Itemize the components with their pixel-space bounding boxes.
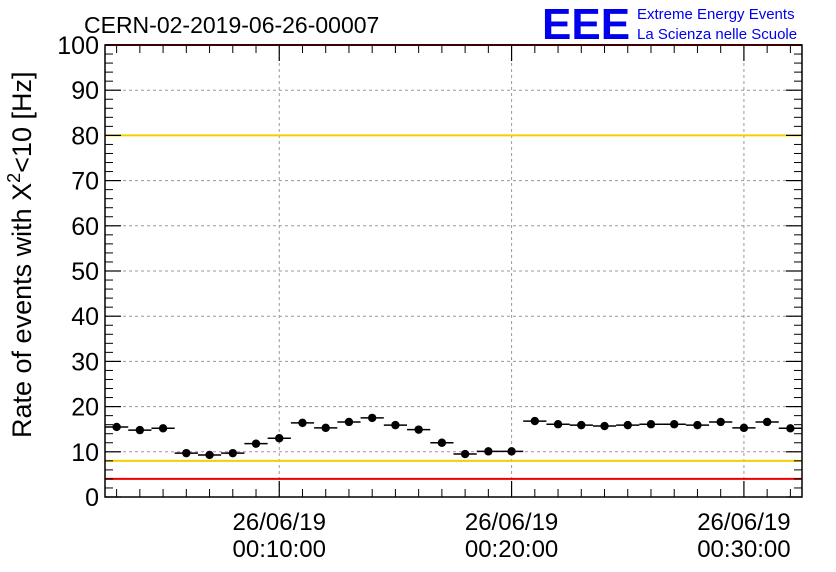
x-tick-label-date: 26/06/19 xyxy=(233,509,326,536)
y-tick-label: 40 xyxy=(71,303,99,331)
data-point xyxy=(762,417,772,427)
data-point xyxy=(298,418,307,428)
y-tick-labels: 0 10 20 30 40 50 60 70 80 90 100 xyxy=(57,32,99,512)
y-axis-label: Rate of events with X2<10 [Hz] xyxy=(4,72,37,438)
y-tick-label: 50 xyxy=(71,258,99,286)
data-point xyxy=(577,420,586,430)
y-tick-label: 30 xyxy=(71,348,99,376)
eee-logo-line2: La Scienza nelle Scuole xyxy=(637,26,797,43)
x-tick-label-date: 26/06/19 xyxy=(697,509,790,536)
x-tick-label-time: 00:30:00 xyxy=(697,536,790,563)
y-tick-label: 70 xyxy=(71,168,99,196)
data-point xyxy=(437,438,447,447)
data-point xyxy=(205,450,214,460)
data-point xyxy=(158,424,168,433)
data-point xyxy=(275,434,284,443)
data-point xyxy=(460,449,470,459)
x-tick-label-date: 26/06/19 xyxy=(465,509,558,536)
data-point xyxy=(391,420,400,430)
data-point xyxy=(182,448,191,458)
x-tick-label-time: 00:10:00 xyxy=(233,536,326,563)
y-tick-label: 90 xyxy=(71,77,99,105)
data-point xyxy=(739,423,749,433)
x-tick-labels: 26/06/1900:10:0026/06/1900:20:0026/06/19… xyxy=(233,509,791,563)
axis-ticks xyxy=(105,44,802,498)
data-point xyxy=(670,420,679,429)
data-point xyxy=(112,422,121,432)
data-point xyxy=(623,420,632,430)
y-tick-label: 80 xyxy=(71,122,99,150)
y-tick-label: 60 xyxy=(71,213,99,241)
y-axis-label-tail: <10 [Hz] xyxy=(7,72,37,173)
eee-logo-mark: EEE xyxy=(542,0,630,49)
y-tick-label: 0 xyxy=(85,484,99,512)
data-point xyxy=(414,425,423,434)
y-tick-label: 20 xyxy=(71,394,99,422)
eee-logo: EEE Extreme Energy Events La Scienza nel… xyxy=(542,0,797,49)
data-point xyxy=(716,417,725,427)
y-axis-label-superscript: 2 xyxy=(4,173,24,183)
data-point xyxy=(553,420,563,429)
data-point xyxy=(251,439,261,448)
data-point xyxy=(344,417,354,427)
reference-lines xyxy=(105,44,802,480)
data-point xyxy=(135,425,145,435)
data-point xyxy=(646,420,656,429)
data-point xyxy=(484,447,493,456)
data-point xyxy=(321,423,330,433)
y-axis-label-main: Rate of events with X xyxy=(7,183,37,438)
eee-logo-line1: Extreme Energy Events xyxy=(637,6,795,23)
data-point xyxy=(507,447,516,456)
data-point xyxy=(228,448,237,458)
data-point xyxy=(530,416,540,426)
x-tick-label-time: 00:20:00 xyxy=(465,536,558,563)
data-point xyxy=(786,424,795,433)
data-points xyxy=(105,413,802,460)
data-point xyxy=(693,420,702,430)
y-tick-label: 10 xyxy=(71,439,99,467)
data-point xyxy=(367,413,377,423)
chart-title: CERN-02-2019-06-26-00007 xyxy=(84,12,379,38)
y-tick-label: 100 xyxy=(57,32,99,60)
data-point xyxy=(600,421,609,431)
